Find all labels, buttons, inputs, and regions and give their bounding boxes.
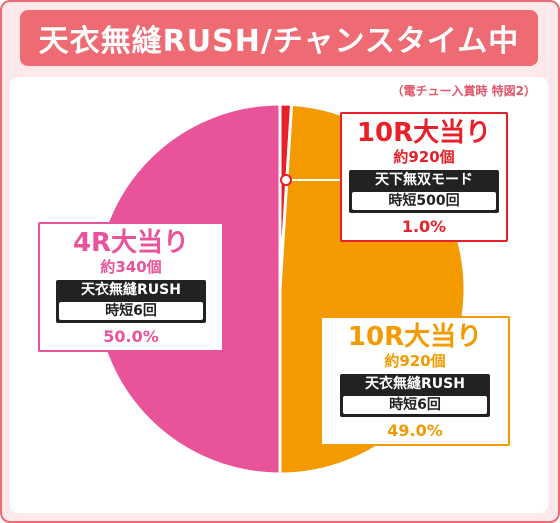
label-10r-rush-payout: 約920個: [384, 352, 446, 370]
chart-banner: 天衣無縫RUSH/チャンスタイム中: [20, 10, 538, 66]
label-4r-jitan: 時短6回: [59, 302, 203, 320]
chart-note: （電チュー入賞時 特図2）: [391, 84, 536, 98]
label-4r-percent: 50.0%: [103, 327, 159, 346]
banner-title: 天衣無縫RUSH/チャンスタイム中: [38, 24, 520, 59]
label-box-10r-rush: 10R大当り 約920個 天衣無縫RUSH 時短6回 49.0%: [320, 316, 510, 446]
leader-dot: [280, 174, 292, 186]
label-10r-tenka-jitan: 時短500回: [352, 192, 496, 210]
label-10r-tenka-mode: 天下無双モード 時短500回: [349, 170, 499, 213]
label-4r-payout: 約340個: [100, 258, 162, 276]
label-10r-rush-jitan: 時短6回: [343, 396, 487, 414]
label-10r-rush-mode-name: 天衣無縫RUSH: [365, 376, 465, 392]
label-10r-tenka-payout: 約920個: [393, 148, 455, 166]
label-10r-rush-percent: 49.0%: [387, 421, 443, 440]
label-10r-tenka-mode-name: 天下無双モード: [375, 172, 473, 188]
label-10r-rush-mode: 天衣無縫RUSH 時短6回: [340, 374, 490, 417]
label-10r-rush-title: 10R大当り: [347, 322, 483, 352]
label-10r-tenka-title: 10R大当り: [356, 118, 492, 148]
label-box-4r: 4R大当り 約340個 天衣無縫RUSH 時短6回 50.0%: [38, 222, 224, 352]
label-4r-mode: 天衣無縫RUSH 時短6回: [56, 280, 206, 323]
label-box-10r-tenka: 10R大当り 約920個 天下無双モード 時短500回 1.0%: [340, 112, 508, 242]
label-4r-mode-name: 天衣無縫RUSH: [81, 282, 181, 298]
label-4r-title: 4R大当り: [72, 228, 190, 258]
label-10r-tenka-percent: 1.0%: [401, 217, 447, 236]
